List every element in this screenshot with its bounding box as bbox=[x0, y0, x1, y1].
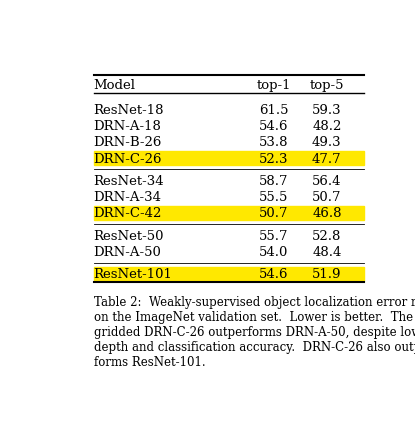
Text: 54.0: 54.0 bbox=[259, 245, 288, 258]
Text: DRN-C-26: DRN-C-26 bbox=[94, 152, 162, 165]
Text: 59.3: 59.3 bbox=[312, 104, 342, 117]
Text: 54.6: 54.6 bbox=[259, 268, 288, 281]
Text: ResNet-18: ResNet-18 bbox=[94, 104, 164, 117]
Text: DRN-A-50: DRN-A-50 bbox=[94, 245, 161, 258]
Text: DRN-B-26: DRN-B-26 bbox=[94, 136, 162, 149]
Text: 46.8: 46.8 bbox=[312, 207, 342, 220]
Text: 56.4: 56.4 bbox=[312, 175, 342, 187]
Text: 48.2: 48.2 bbox=[312, 120, 342, 133]
Text: Table 2:  Weakly-supervised object localization error rates
on the ImageNet vali: Table 2: Weakly-supervised object locali… bbox=[94, 296, 415, 368]
Text: DRN-A-18: DRN-A-18 bbox=[94, 120, 161, 133]
Text: 50.7: 50.7 bbox=[259, 207, 288, 220]
Text: 52.8: 52.8 bbox=[312, 229, 342, 242]
Text: ResNet-101: ResNet-101 bbox=[94, 268, 173, 281]
Text: 55.5: 55.5 bbox=[259, 191, 288, 204]
Text: 52.3: 52.3 bbox=[259, 152, 288, 165]
FancyBboxPatch shape bbox=[94, 267, 364, 281]
Text: 51.9: 51.9 bbox=[312, 268, 342, 281]
Text: 48.4: 48.4 bbox=[312, 245, 342, 258]
FancyBboxPatch shape bbox=[94, 206, 364, 220]
Text: 47.7: 47.7 bbox=[312, 152, 342, 165]
Text: 49.3: 49.3 bbox=[312, 136, 342, 149]
Text: ResNet-50: ResNet-50 bbox=[94, 229, 164, 242]
Text: 61.5: 61.5 bbox=[259, 104, 288, 117]
Text: 58.7: 58.7 bbox=[259, 175, 288, 187]
Text: 54.6: 54.6 bbox=[259, 120, 288, 133]
Text: ResNet-34: ResNet-34 bbox=[94, 175, 164, 187]
Text: DRN-C-42: DRN-C-42 bbox=[94, 207, 162, 220]
FancyBboxPatch shape bbox=[94, 152, 364, 166]
Text: 50.7: 50.7 bbox=[312, 191, 342, 204]
Text: top-1: top-1 bbox=[256, 78, 291, 92]
Text: Model: Model bbox=[94, 78, 136, 92]
Text: top-5: top-5 bbox=[310, 78, 344, 92]
Text: 53.8: 53.8 bbox=[259, 136, 288, 149]
Text: DRN-A-34: DRN-A-34 bbox=[94, 191, 162, 204]
Text: 55.7: 55.7 bbox=[259, 229, 288, 242]
